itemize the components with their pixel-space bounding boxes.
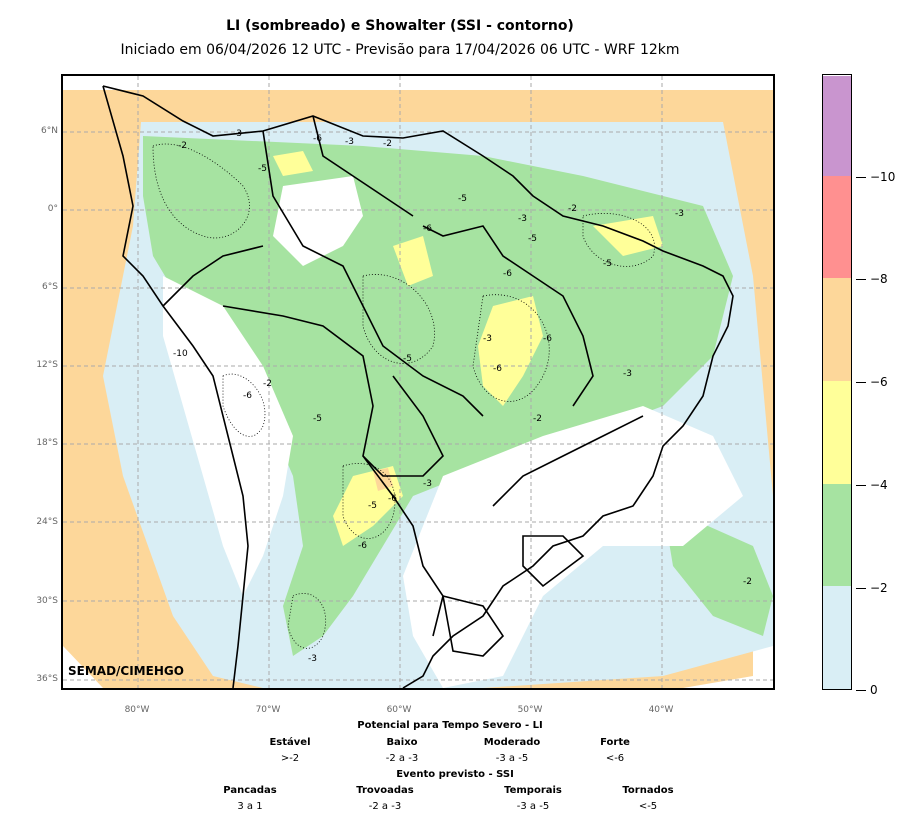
lon-label: 60°W <box>386 705 412 715</box>
contour-label: -2 <box>743 577 752 587</box>
ssi-category: Tornados <box>622 785 674 796</box>
contour-label: -5 <box>458 194 467 204</box>
contour-label: -6 <box>388 494 397 504</box>
li-shade-white-amazon <box>273 176 363 266</box>
colorbar-label: −6 <box>870 375 888 389</box>
ssi-value: -3 a -5 <box>516 801 550 812</box>
colorbar-label: −8 <box>870 272 888 286</box>
colorbar-tick <box>856 690 866 691</box>
ssi-value: 3 a 1 <box>237 801 263 812</box>
lat-label: 6°N <box>41 126 58 136</box>
li-shade-yellow-1 <box>478 296 543 406</box>
ssi-legend-title: Evento previsto - SSI <box>396 769 514 780</box>
colorbar-label: −2 <box>870 581 888 595</box>
li-shade-orange-local <box>373 468 393 491</box>
contour-label: -10 <box>173 349 188 359</box>
li-category: Estável <box>269 737 311 748</box>
lat-label: 0° <box>47 204 58 214</box>
colorbar-segment <box>823 278 851 381</box>
colorbar-segment <box>823 586 851 689</box>
lat-label: 36°S <box>36 674 58 684</box>
contour-label: -5 <box>368 501 377 511</box>
ssi-value: -2 a -3 <box>368 801 402 812</box>
li-value: <-6 <box>605 753 625 764</box>
lat-label: 12°S <box>36 360 58 370</box>
li-value: >-2 <box>280 753 300 764</box>
li-category: Moderado <box>483 737 541 748</box>
country-borders <box>102 85 734 688</box>
contour-label: -5 <box>403 354 412 364</box>
credit-label: SEMAD/CIMEHGO <box>68 664 184 678</box>
lat-label: 6°S <box>42 282 58 292</box>
contour-label: -3 <box>623 369 632 379</box>
colorbar-label: −4 <box>870 478 888 492</box>
li-value: -3 a -5 <box>495 753 529 764</box>
li-shade-yellow-5 <box>273 151 313 176</box>
contour-label: -3 <box>308 654 317 664</box>
li-shade-green <box>143 136 733 656</box>
contour-label: -5 <box>603 259 612 269</box>
colorbar-tick <box>856 588 866 589</box>
ssi-value: <-5 <box>638 801 658 812</box>
lon-label: 50°W <box>517 705 543 715</box>
contour-label: -6 <box>543 334 552 344</box>
ssi-category: Temporais <box>504 785 562 796</box>
colorbar-tick <box>856 177 866 178</box>
graticule <box>63 76 773 688</box>
colorbar-tick <box>856 382 866 383</box>
contour-label: -6 <box>503 269 512 279</box>
colorbar <box>822 74 852 690</box>
contour-label: -3 <box>233 129 242 139</box>
lat-label: 18°S <box>36 438 58 448</box>
contour-label: -5 <box>313 414 322 424</box>
contour-label: -6 <box>493 364 502 374</box>
contour-label: -3 <box>518 214 527 224</box>
map-svg: -2 -3 -5 -6 -3 -2 -5 -6 -3 -5 -6 -2 -3 -… <box>63 76 773 688</box>
colorbar-label: −10 <box>870 170 896 184</box>
contour-label: -3 <box>483 334 492 344</box>
map-title: LI (sombreado) e Showalter (SSI - contor… <box>226 18 574 34</box>
li-category: Baixo <box>386 737 418 748</box>
lat-label: 24°S <box>36 517 58 527</box>
colorbar-segment <box>823 76 851 176</box>
contour-label: -2 <box>533 414 542 424</box>
contour-label: -3 <box>675 209 684 219</box>
contour-label: -3 <box>423 479 432 489</box>
colorbar-tick <box>856 279 866 280</box>
ssi-contours <box>152 143 655 649</box>
ssi-category: Trovoadas <box>356 785 414 796</box>
contour-label: -6 <box>313 134 322 144</box>
contour-label: -5 <box>528 234 537 244</box>
colorbar-label: 0 <box>870 683 878 697</box>
map-subtitle: Iniciado em 06/04/2026 12 UTC - Previsão… <box>120 42 680 58</box>
contour-label: -2 <box>178 141 187 151</box>
lat-label: 30°S <box>36 596 58 606</box>
contour-label: -3 <box>345 137 354 147</box>
contour-label: -5 <box>258 164 267 174</box>
li-category: Forte <box>600 737 630 748</box>
li-legend-title: Potencial para Tempo Severo - LI <box>357 720 543 731</box>
contour-label: -2 <box>568 204 577 214</box>
lon-label: 70°W <box>255 705 281 715</box>
contour-label: -6 <box>358 541 367 551</box>
forecast-map: -2 -3 -5 -6 -3 -2 -5 -6 -3 -5 -6 -2 -3 -… <box>61 74 775 690</box>
contour-label: -2 <box>383 139 392 149</box>
li-shade-yellow-2 <box>393 236 433 286</box>
ssi-category: Pancadas <box>223 785 277 796</box>
colorbar-segment <box>823 175 851 279</box>
colorbar-segment <box>823 381 851 484</box>
colorbar-tick <box>856 485 866 486</box>
contour-labels: -2 -3 -5 -6 -3 -2 -5 -6 -3 -5 -6 -2 -3 -… <box>173 129 752 664</box>
li-value: -2 a -3 <box>385 753 419 764</box>
lon-label: 40°W <box>648 705 674 715</box>
contour-label: -2 <box>263 379 272 389</box>
contour-label: -6 <box>243 391 252 401</box>
lon-label: 80°W <box>124 705 150 715</box>
contour-label: -6 <box>423 224 432 234</box>
colorbar-segment <box>823 483 851 587</box>
